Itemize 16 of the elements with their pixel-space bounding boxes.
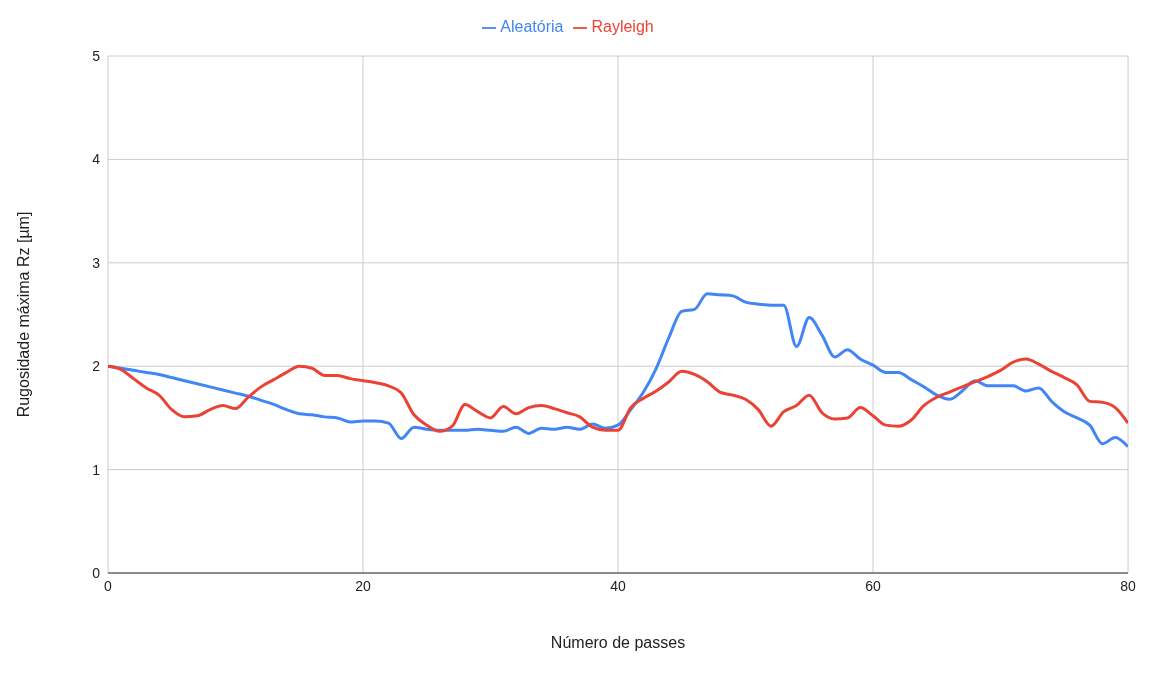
x-tick-label: 40	[610, 577, 626, 594]
legend-label: Aleatória	[500, 18, 564, 35]
legend-label: Rayleigh	[591, 18, 654, 35]
y-tick-label: 0	[92, 564, 101, 581]
y-axis-title: Rugosidade máxima Rz [µm]	[14, 211, 32, 418]
x-tick-label: 20	[355, 577, 371, 594]
x-tick-label: 80	[1120, 577, 1136, 594]
x-tick-label: 60	[865, 577, 881, 594]
y-tick-label: 3	[92, 254, 101, 271]
x-tick-label: 0	[104, 577, 113, 594]
y-tick-label: 1	[92, 461, 101, 478]
x-axis-title: Número de passes	[550, 634, 686, 651]
line-series	[108, 357, 1128, 433]
y-tick-label: 2	[92, 358, 101, 375]
y-tick-label: 5	[92, 47, 101, 64]
y-tick-label: 4	[92, 151, 101, 168]
